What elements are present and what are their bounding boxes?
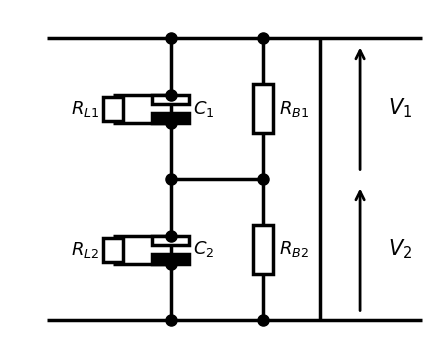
Bar — [152, 113, 190, 123]
Text: $R_{B1}$: $R_{B1}$ — [279, 98, 309, 118]
Text: $R_{L2}$: $R_{L2}$ — [71, 240, 99, 260]
Text: $V_1$: $V_1$ — [388, 97, 412, 120]
Text: $C_2$: $C_2$ — [193, 240, 214, 260]
Bar — [253, 84, 273, 133]
Text: $R_{B2}$: $R_{B2}$ — [279, 240, 309, 260]
Bar — [103, 238, 123, 262]
Bar — [253, 225, 273, 274]
Bar — [152, 236, 190, 245]
Text: $R_{L1}$: $R_{L1}$ — [71, 99, 99, 119]
Bar — [152, 95, 190, 104]
Bar — [103, 97, 123, 121]
Text: $V_2$: $V_2$ — [388, 238, 412, 261]
Text: $C_1$: $C_1$ — [193, 98, 215, 118]
Bar — [152, 254, 190, 264]
